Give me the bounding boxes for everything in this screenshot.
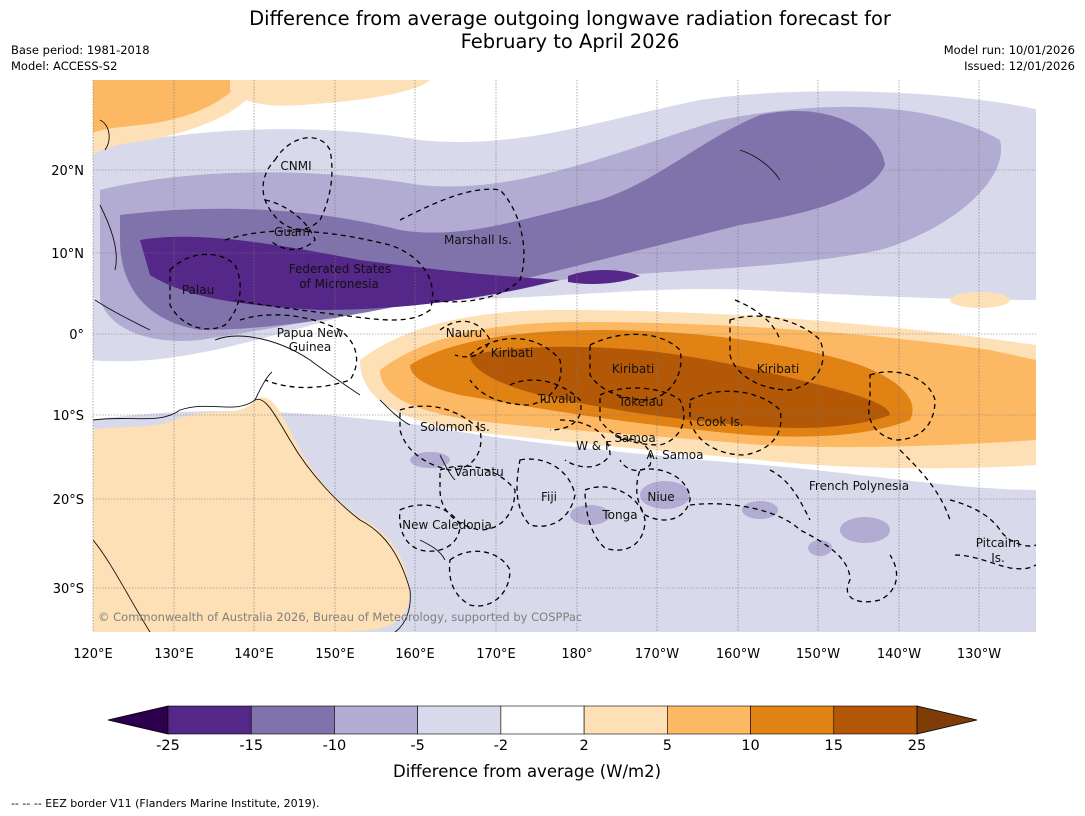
copyright-note: © Commonwealth of Australia 2026, Bureau… bbox=[98, 610, 582, 624]
label-fsm-2: of Micronesia bbox=[299, 277, 379, 291]
longitude-axis: 120°E 130°E 140°E 150°E 160°E 170°E 180° 170°W 1… bbox=[73, 647, 1001, 662]
colorbar-tick-label: 25 bbox=[908, 738, 926, 754]
label-vanuatu: Vanuatu bbox=[454, 465, 504, 479]
model-name: Model: ACCESS-S2 bbox=[11, 59, 118, 73]
lon-tick-label: 160°E bbox=[395, 647, 435, 662]
label-tuvalu: Tuvalu bbox=[537, 392, 577, 406]
title-line-2: February to April 2026 bbox=[460, 30, 680, 53]
label-niue: Niue bbox=[647, 490, 674, 504]
label-cnmi: CNMI bbox=[280, 159, 311, 173]
colorbar-ticks: -25 -15 -10 -5 -2 2 5 10 15 25 bbox=[156, 738, 926, 754]
colorbar-tick-label: -15 bbox=[239, 738, 263, 754]
title-line-1: Difference from average outgoing longwav… bbox=[249, 7, 891, 30]
lat-tick-label: 0° bbox=[69, 328, 84, 343]
lon-tick-label: 160°W bbox=[716, 647, 760, 662]
label-solomon: Solomon Is. bbox=[420, 420, 490, 434]
colorbar-tick-label: -10 bbox=[323, 738, 347, 754]
label-tokelau: Tokelau bbox=[618, 395, 664, 409]
colorbar bbox=[107, 705, 978, 735]
label-cook: Cook Is. bbox=[696, 415, 743, 429]
coastlines bbox=[93, 119, 781, 632]
colorbar-bin bbox=[500, 705, 585, 735]
label-kiribati-w: Kiribati bbox=[491, 346, 533, 360]
lon-tick-label: 170°E bbox=[476, 647, 516, 662]
label-pitcairn-1: Pitcairn bbox=[976, 536, 1021, 550]
lon-tick-label: 170°W bbox=[635, 647, 679, 662]
lon-tick-label: 130°W bbox=[957, 647, 1001, 662]
colorbar-bin bbox=[583, 705, 668, 735]
colorbar-bin bbox=[833, 705, 918, 735]
colorbar-tick-label: 5 bbox=[663, 738, 672, 754]
region-labels: CNMI Guam Marshall Is. Federated States … bbox=[182, 159, 1020, 565]
colorbar-extend-min bbox=[107, 705, 169, 735]
model-run: Model run: 10/01/2026 bbox=[943, 43, 1075, 57]
label-guam: Guam bbox=[274, 225, 310, 239]
label-palau: Palau bbox=[182, 283, 214, 297]
colorbar-bin bbox=[417, 705, 502, 735]
lon-tick-label: 130°E bbox=[154, 647, 194, 662]
colorbar-tick-label: 15 bbox=[825, 738, 843, 754]
label-samoa: Samoa bbox=[614, 431, 655, 445]
issued-date: Issued: 12/01/2026 bbox=[964, 59, 1075, 73]
anomaly-field bbox=[93, 80, 1036, 632]
lat-tick-label: 10°S bbox=[53, 409, 84, 424]
colorbar-tick-label: 2 bbox=[579, 738, 588, 754]
lat-tick-label: 30°S bbox=[53, 582, 84, 597]
label-new-caledonia: New Caledonia bbox=[402, 518, 492, 532]
label-kiribati-c: Kiribati bbox=[612, 362, 654, 376]
lon-tick-label: 140°E bbox=[234, 647, 274, 662]
label-french-polynesia: French Polynesia bbox=[809, 479, 909, 493]
lat-tick-label: 10°N bbox=[51, 247, 84, 262]
base-period: Base period: 1981-2018 bbox=[11, 43, 150, 57]
label-tonga: Tonga bbox=[601, 508, 637, 522]
colorbar-title: Difference from average (W/m2) bbox=[393, 762, 662, 781]
colorbar-bin bbox=[334, 705, 418, 735]
lat-tick-label: 20°S bbox=[53, 493, 84, 508]
label-kiribati-e: Kiribati bbox=[757, 362, 799, 376]
colorbar-extend-max bbox=[916, 705, 978, 735]
lon-tick-label: 180° bbox=[561, 647, 592, 662]
label-marshall: Marshall Is. bbox=[444, 233, 512, 247]
label-fiji: Fiji bbox=[541, 490, 557, 504]
label-png-1: Papua New bbox=[277, 326, 344, 340]
lon-tick-label: 150°E bbox=[315, 647, 355, 662]
colorbar-tick-label: -2 bbox=[494, 738, 508, 754]
label-fsm-1: Federated States bbox=[289, 262, 391, 276]
latitude-axis: 20°N 10°N 0° 10°S 20°S 30°S bbox=[51, 164, 84, 597]
colorbar-tick-label: -25 bbox=[156, 738, 180, 754]
label-asamoa: A. Samoa bbox=[647, 448, 704, 462]
label-nauru: Nauru bbox=[446, 326, 482, 340]
label-wf: W & F bbox=[576, 439, 612, 453]
lon-tick-label: 140°W bbox=[877, 647, 921, 662]
lon-tick-label: 120°E bbox=[73, 647, 113, 662]
lat-tick-label: 20°N bbox=[51, 164, 84, 179]
label-png-2: Guinea bbox=[289, 340, 332, 354]
eez-footnote: -- -- -- EEZ border V11 (Flanders Marine… bbox=[11, 797, 320, 810]
colorbar-tick-label: 10 bbox=[741, 738, 759, 754]
colorbar-bin bbox=[750, 705, 835, 735]
colorbar-bin bbox=[250, 705, 335, 735]
lon-tick-label: 150°W bbox=[796, 647, 840, 662]
colorbar-tick-label: -5 bbox=[410, 738, 424, 754]
label-pitcairn-2: Is. bbox=[991, 551, 1005, 565]
eez-borders bbox=[169, 137, 1036, 607]
colorbar-bin bbox=[167, 705, 252, 735]
colorbar-bin bbox=[667, 705, 751, 735]
